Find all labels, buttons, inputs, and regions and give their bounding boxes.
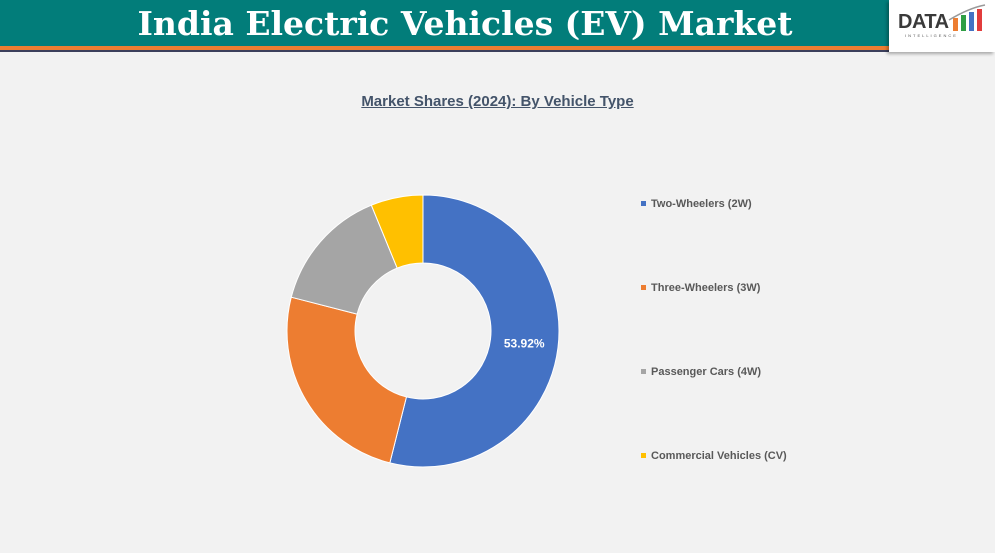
- logo-bars-icon: [948, 4, 986, 31]
- donut-slice-1: [286, 296, 408, 464]
- logo-text: DATA: [898, 11, 949, 33]
- legend-item: Two-Wheelers (2W): [641, 198, 752, 210]
- legend-item: Commercial Vehicles (CV): [641, 450, 787, 462]
- donut-slice-3: [370, 194, 424, 269]
- legend-label: Three-Wheelers (3W): [651, 282, 761, 294]
- donut-slice-0: [389, 194, 560, 468]
- header-bar: [0, 0, 995, 46]
- logo-subtext: INTELLIGENCE: [905, 33, 958, 38]
- legend-item: Three-Wheelers (3W): [641, 282, 760, 294]
- legend-label: Passenger Cars (4W): [651, 366, 762, 378]
- chart-title: Market Shares (2024): By Vehicle Type: [361, 93, 634, 110]
- legend-swatch: [641, 284, 646, 290]
- legend-swatch: [641, 368, 646, 374]
- legend-label: Two-Wheelers (2W): [651, 198, 752, 210]
- legend-item: Passenger Cars (4W): [641, 366, 761, 378]
- header-accent-line: [0, 46, 995, 50]
- legend-swatch: [641, 452, 646, 458]
- header-divider: [0, 50, 995, 52]
- page-title: India Electric Vehicles (EV) Market: [137, 4, 793, 43]
- legend-label: Commercial Vehicles (CV): [651, 450, 787, 462]
- legend-swatch: [641, 200, 646, 206]
- data-label: 53.92%: [504, 337, 545, 351]
- logo: DATA INTELLIGENCE: [889, 0, 995, 52]
